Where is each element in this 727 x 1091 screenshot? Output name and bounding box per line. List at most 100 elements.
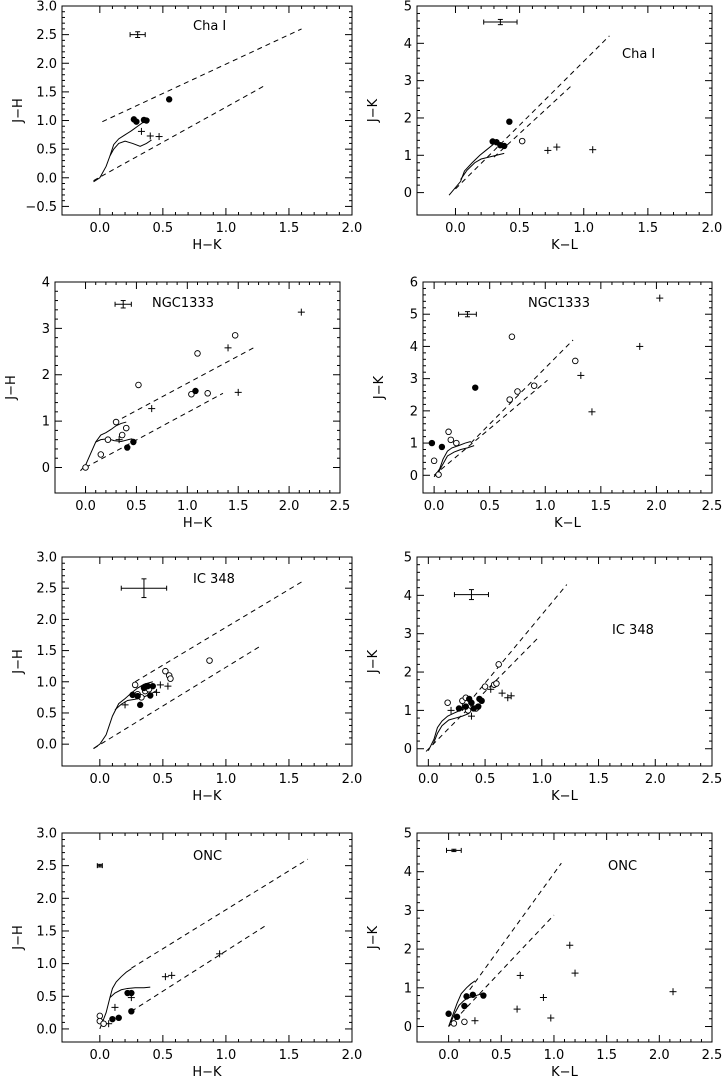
reddening-band-line xyxy=(93,645,262,749)
reddening-band-line xyxy=(131,858,309,969)
reddening-band-line xyxy=(455,35,610,190)
locus-curve xyxy=(450,993,483,1023)
data-point-plus xyxy=(553,143,561,151)
data-point-open xyxy=(461,1018,468,1026)
data-point-open xyxy=(572,357,579,365)
data-point-filled xyxy=(462,703,469,710)
y-axis-label: J−K xyxy=(372,375,387,400)
x-tick-label: 0.5 xyxy=(153,1048,174,1063)
y-tick-label: 2 xyxy=(42,368,50,383)
data-point-plus xyxy=(467,712,475,720)
y-tick-label: 4 xyxy=(410,340,418,355)
reddening-band-line xyxy=(461,584,568,711)
data-point-filled xyxy=(133,118,140,125)
x-tick-label: 1.5 xyxy=(638,221,659,236)
panel-6: 0.0 0.5 1.0 1.5 2.0 2.5 0 1 2 3 4 5 K−L J−K IC 348 xyxy=(366,551,722,805)
data-point-filled xyxy=(480,992,487,999)
x-axis-label: H−K xyxy=(183,516,213,531)
y-tick-label: 3 xyxy=(404,74,412,89)
x-tick-label: 0.5 xyxy=(126,499,147,514)
x-tick-label: 0.5 xyxy=(153,772,174,787)
y-tick-label: 3.0 xyxy=(36,827,57,842)
x-tick-label: 1.5 xyxy=(588,772,609,787)
locus-curve xyxy=(80,421,127,472)
x-tick-label: 2.0 xyxy=(649,1048,670,1063)
data-point-plus xyxy=(487,685,495,693)
data-point-open xyxy=(450,1020,458,1027)
data-point-filled xyxy=(468,699,475,706)
locus-curve xyxy=(438,445,475,473)
x-tick-label: 0.5 xyxy=(491,1048,512,1063)
data-point-plus xyxy=(566,941,574,949)
plot-area xyxy=(80,347,254,472)
x-tick-label: 0.0 xyxy=(445,221,466,236)
x-tick-label: 2.0 xyxy=(702,221,723,236)
data-point-open xyxy=(122,424,130,432)
data-point-filled xyxy=(124,444,131,451)
panel-3: 0.0 0.5 1.0 1.5 2.0 2.5 0 1 2 3 4 H−K J−H NGC1333 xyxy=(4,276,350,532)
panel-7: 0.0 0.5 1.0 1.5 2.0 0.0 0.5 1.0 1.5 2.0 2.5 3.0 H−K J… xyxy=(11,827,362,1081)
locus-curve xyxy=(109,139,152,157)
y-tick-label: 2 xyxy=(404,666,412,681)
y-tick-label: 2.5 xyxy=(36,582,57,597)
data-point-open xyxy=(204,390,211,397)
data-point-open xyxy=(508,333,516,341)
x-tick-label: 0.5 xyxy=(509,221,530,236)
reddening-band-line xyxy=(102,28,302,123)
data-point-plus xyxy=(571,969,579,977)
x-tick-label: 1.5 xyxy=(228,499,249,514)
y-tick-label: 4 xyxy=(404,37,412,52)
plot-area xyxy=(433,339,574,478)
y-tick-label: 1.0 xyxy=(36,675,57,690)
reddening-band-line xyxy=(131,924,268,1012)
data-point-filled xyxy=(149,682,156,690)
data-point-plus xyxy=(168,971,176,979)
y-tick-label: 2.5 xyxy=(36,28,57,43)
y-tick-label: 0 xyxy=(404,186,412,201)
locus-curve xyxy=(448,980,476,1027)
x-tick-label: 2.0 xyxy=(279,499,300,514)
x-tick-label: 0.5 xyxy=(153,221,174,236)
y-tick-label: 2 xyxy=(404,111,412,126)
panel-8: 0.0 0.5 1.0 1.5 2.0 2.5 0 1 2 3 4 5 K−L J−K ONC xyxy=(366,827,722,1081)
data-point-open xyxy=(104,436,112,443)
plot-area xyxy=(448,35,610,196)
x-axis-label: K−L xyxy=(551,238,578,253)
data-point-filled xyxy=(128,1008,135,1015)
data-point-plus xyxy=(636,342,644,350)
x-tick-label: 0.0 xyxy=(89,772,110,787)
locus-curve xyxy=(93,681,153,749)
x-tick-label: 2.5 xyxy=(702,1048,723,1063)
y-tick-label: 0.0 xyxy=(36,1022,57,1037)
data-point-filled xyxy=(469,991,477,998)
error-bar xyxy=(453,589,489,601)
reddening-band-line xyxy=(425,637,539,752)
y-tick-label: 3 xyxy=(42,322,50,337)
x-tick-label: 0.0 xyxy=(75,499,96,514)
x-tick-label: 2.0 xyxy=(342,1048,363,1063)
data-point-filled xyxy=(475,703,482,710)
x-axis-label: H−K xyxy=(192,1065,222,1080)
data-point-plus xyxy=(589,146,597,154)
data-point-open xyxy=(453,439,460,447)
error-bar xyxy=(120,578,168,599)
data-point-open xyxy=(96,1012,104,1020)
data-point-filled xyxy=(501,142,508,150)
locus-curve xyxy=(448,141,496,196)
plot-frame xyxy=(61,832,353,1043)
y-tick-label: 1 xyxy=(410,437,418,452)
reddening-band-line xyxy=(470,339,574,444)
plot-frame xyxy=(416,832,713,1043)
data-point-plus xyxy=(161,973,169,981)
data-point-plus xyxy=(507,692,515,700)
data-point-open xyxy=(167,675,174,682)
panel-2: 0.0 0.5 1.0 1.5 2.0 0 1 2 3 4 5 K−L J−K Cha I xyxy=(366,0,722,253)
data-point-plus xyxy=(224,344,232,352)
data-point-filled xyxy=(143,117,150,124)
y-axis-label: J−H xyxy=(11,925,26,951)
data-point-filled xyxy=(445,1010,452,1017)
y-tick-label: 0.5 xyxy=(36,990,57,1005)
x-tick-label: 0.0 xyxy=(418,772,439,787)
x-tick-label: 1.5 xyxy=(279,772,300,787)
data-point-plus xyxy=(516,971,524,979)
